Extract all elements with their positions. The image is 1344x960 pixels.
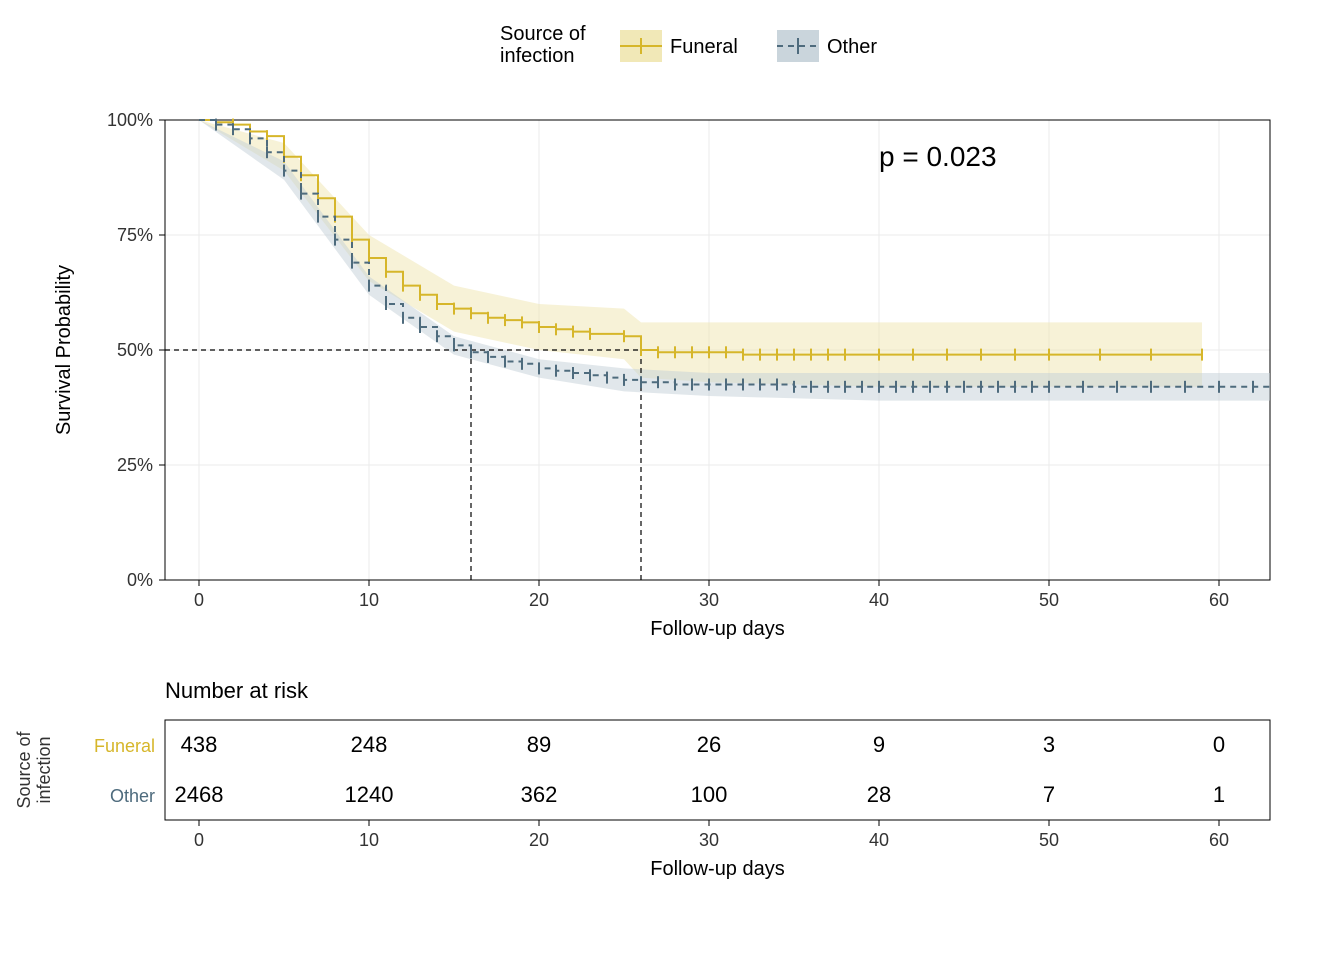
xtick-label: 20 [529,590,549,610]
xtick-label: 40 [869,590,889,610]
ytick-label: 25% [117,455,153,475]
legend: Source ofinfection Funeral Other [500,23,877,67]
km-svg: Source ofinfectionFuneralOtherp = 0.0230… [0,0,1344,960]
risk-ylab: infection [34,736,54,803]
risk-ylab: Source of [14,730,34,808]
xtick-label: 60 [1209,590,1229,610]
x-axis-label: Follow-up days [650,618,785,640]
risk-row-label: Other [110,786,155,806]
risk-cell: 438 [181,732,218,757]
risk-table-title: Number at risk [165,678,309,703]
legend-item-label: Funeral [670,36,738,58]
xtick-label: 50 [1039,590,1059,610]
xtick-label: 30 [699,590,719,610]
risk-xtick-label: 10 [359,830,379,850]
risk-cell: 0 [1213,732,1225,757]
y-axis-label: Survival Probability [53,265,75,435]
risk-cell: 26 [697,732,721,757]
p-value-text: p = 0.023 [879,141,997,172]
risk-xtick-label: 0 [194,830,204,850]
risk-cell: 1 [1213,782,1225,807]
risk-cell: 28 [867,782,891,807]
risk-xtick-label: 50 [1039,830,1059,850]
ytick-label: 75% [117,225,153,245]
risk-xtick-label: 20 [529,830,549,850]
risk-cell: 100 [691,782,728,807]
ytick-label: 100% [107,110,153,130]
risk-cell: 3 [1043,732,1055,757]
risk-cell: 1240 [345,782,394,807]
risk-table: Number at riskFuneral4382488926930Other2… [14,678,1270,880]
legend-title: Source of [500,23,586,45]
risk-cell: 7 [1043,782,1055,807]
risk-row-label: Funeral [94,736,155,756]
risk-cell: 2468 [175,782,224,807]
plot-panel: p = 0.023 0 10 20 30 40 50 60 0% 25% 50% 75% 100% Fol… [53,110,1270,640]
ytick-label: 50% [117,340,153,360]
risk-xtick-label: 40 [869,830,889,850]
legend-title: infection [500,45,575,67]
legend-item-label: Other [827,36,877,58]
km-figure: Source ofinfectionFuneralOtherp = 0.0230… [0,0,1344,960]
xtick-label: 10 [359,590,379,610]
risk-xtick-label: 60 [1209,830,1229,850]
risk-cell: 9 [873,732,885,757]
xtick-label: 0 [194,590,204,610]
risk-x-axis-label: Follow-up days [650,858,785,880]
ytick-label: 0% [127,570,153,590]
risk-cell: 362 [521,782,558,807]
risk-cell: 248 [351,732,388,757]
risk-cell: 89 [527,732,551,757]
risk-xtick-label: 30 [699,830,719,850]
